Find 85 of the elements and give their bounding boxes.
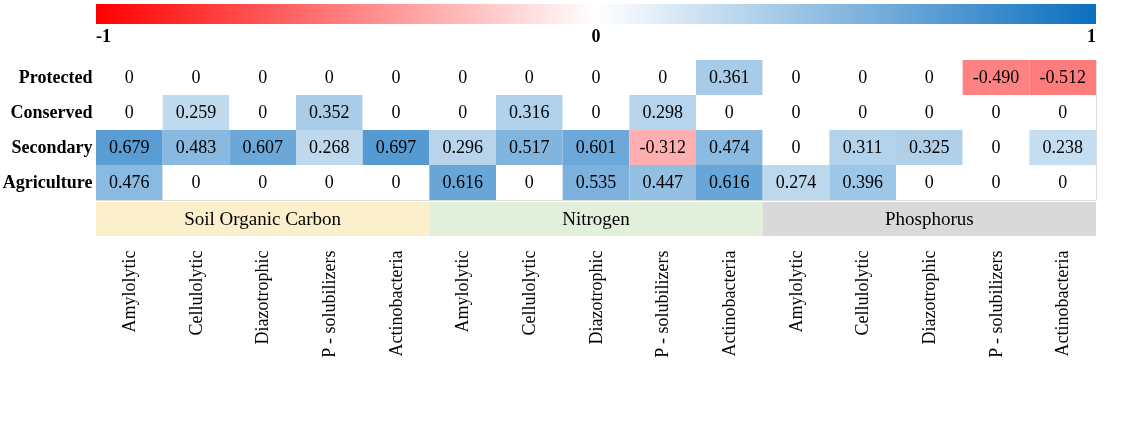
data-label: 0 — [258, 171, 268, 192]
x-tick-label: Diazotrophic — [918, 250, 939, 345]
data-label: 0 — [991, 136, 1001, 157]
data-label: 0.238 — [1042, 136, 1083, 157]
data-label: 0 — [1058, 171, 1068, 192]
y-tick-label: Secondary — [11, 136, 93, 157]
data-label: 0 — [791, 101, 801, 122]
data-label: 0.396 — [842, 171, 883, 192]
x-tick-label: P - solubilizers — [985, 250, 1006, 358]
data-label: 0 — [924, 101, 934, 122]
data-label: 0 — [391, 66, 401, 87]
data-label: 0.697 — [375, 136, 417, 157]
data-label: 0 — [258, 101, 268, 122]
data-label: 0.447 — [642, 171, 683, 192]
data-label: 0 — [191, 66, 201, 87]
x-tick-label: Cellulolytic — [185, 250, 206, 336]
x-tick-label: Diazotrophic — [585, 250, 606, 345]
data-label: 0 — [1058, 101, 1068, 122]
data-label: 0 — [524, 66, 534, 87]
data-label: 0.616 — [442, 171, 483, 192]
data-label: 0 — [791, 136, 801, 157]
data-label: 0 — [591, 101, 601, 122]
data-label: 0 — [391, 171, 401, 192]
data-label: 0.316 — [509, 101, 550, 122]
data-label: 0.535 — [575, 171, 617, 192]
data-label: 0 — [991, 101, 1001, 122]
data-label: 0.274 — [775, 171, 817, 192]
data-label: 0 — [191, 171, 201, 192]
data-label: 0 — [791, 66, 801, 87]
data-label: 0.298 — [642, 101, 683, 122]
data-label: 0 — [391, 101, 401, 122]
data-label: 0 — [458, 66, 468, 87]
data-label: 0 — [858, 66, 868, 87]
data-label: 0.607 — [242, 136, 283, 157]
data-label: 0 — [924, 171, 934, 192]
y-tick-label: Conserved — [10, 101, 93, 122]
data-label: 0 — [324, 171, 334, 192]
data-label: 0.352 — [309, 101, 350, 122]
data-label: 0 — [724, 101, 734, 122]
data-label: 0.517 — [509, 136, 550, 157]
data-label: 0.311 — [842, 136, 883, 157]
data-label: 0 — [924, 66, 934, 87]
y-tick-label: Protected — [18, 66, 93, 87]
data-label: 0 — [458, 101, 468, 122]
data-label: 0.268 — [309, 136, 350, 157]
text: Nitrogen — [562, 208, 631, 229]
data-label: 0 — [124, 101, 134, 122]
data-label: 0.679 — [109, 136, 150, 157]
color-bar-label: 1 — [1087, 26, 1096, 46]
x-tick-label: Diazotrophic — [252, 250, 273, 345]
data-label: 0.296 — [442, 136, 483, 157]
x-tick-label: Actinobacteria — [718, 250, 739, 357]
data-label: 0.325 — [909, 136, 950, 157]
x-tick-label: Actinobacteria — [385, 250, 406, 357]
data-label: 0 — [258, 66, 268, 87]
y-tick-label: Agriculture — [2, 171, 93, 192]
text: Phosphorus — [884, 208, 974, 229]
x-tick-label: Actinobacteria — [1052, 250, 1073, 357]
data-label: 0 — [591, 66, 601, 87]
data-label: 0 — [324, 66, 334, 87]
data-label: -0.490 — [972, 66, 1020, 87]
data-label: -0.512 — [1039, 66, 1086, 87]
data-label: 0.361 — [709, 66, 750, 87]
color-bar-label: 0 — [591, 26, 601, 46]
data-label: 0 — [124, 66, 134, 87]
data-label: 0.601 — [575, 136, 617, 157]
data-label: 0 — [991, 171, 1001, 192]
data-label: -0.312 — [639, 136, 686, 157]
x-tick-label: Amylolytic — [118, 250, 139, 333]
data-label: 0 — [524, 171, 534, 192]
x-tick-label: Amylolytic — [785, 250, 806, 333]
x-tick-label: Cellulolytic — [852, 250, 873, 336]
x-tick-label: Amylolytic — [452, 250, 473, 333]
data-label: 0 — [858, 101, 868, 122]
data-label: 0 — [658, 66, 668, 87]
data-label: 0.476 — [109, 171, 150, 192]
x-tick-label: P - solubilizers — [318, 250, 339, 358]
x-tick-label: P - solubilizers — [652, 250, 673, 358]
data-label: 0.483 — [175, 136, 217, 157]
data-label: 0.474 — [709, 136, 750, 157]
color-bar-label: -1 — [96, 26, 111, 46]
data-label: 0.616 — [709, 171, 750, 192]
x-tick-label: Cellulolytic — [518, 250, 539, 336]
text: Soil Organic Carbon — [184, 208, 342, 229]
data-label: 0.259 — [175, 101, 217, 122]
